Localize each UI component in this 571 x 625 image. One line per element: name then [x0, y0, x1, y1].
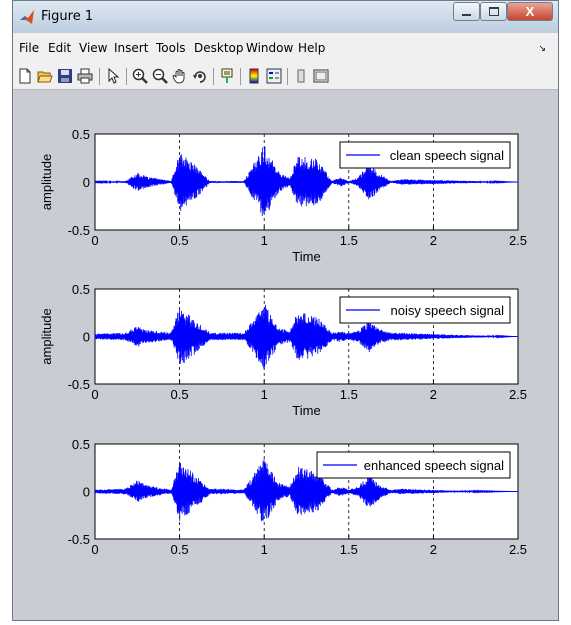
pointer-icon[interactable] [105, 68, 121, 84]
title-bar[interactable]: Figure 1 X [13, 1, 558, 33]
legend-icon[interactable] [266, 68, 282, 84]
maximize-button[interactable] [480, 2, 507, 21]
menu-insert[interactable]: Insert [114, 41, 149, 55]
y-tick-label: -0.5 [68, 223, 90, 238]
legend: noisy speech signal [339, 296, 511, 324]
menu-tools[interactable]: Tools [156, 41, 186, 55]
toolbar-separator [99, 68, 100, 85]
figure-canvas: 0 0.5 1 1.5 2 2.5 0.5 0 -0.5 Time amplitude clean s… [13, 90, 558, 620]
x-tick-label: 0 [91, 542, 98, 557]
save-icon[interactable] [57, 68, 73, 84]
print-icon[interactable] [77, 68, 93, 84]
toolbar-separator [126, 68, 127, 85]
menu-window[interactable]: Window [246, 41, 294, 55]
signal-series-line [94, 146, 519, 216]
x-tick-label: 2.5 [509, 387, 527, 402]
signal-series-line [94, 459, 518, 522]
figure-window: Figure 1 X File Edit View Insert Tools D… [12, 0, 559, 621]
x-axis-label: Time [292, 249, 320, 264]
menu-arrow-icon[interactable]: ↘ [538, 43, 546, 53]
x-tick-label: 2.5 [509, 542, 527, 557]
x-axis-label: Time [292, 403, 320, 418]
new-figure-icon[interactable] [17, 68, 33, 84]
zoom-out-icon[interactable] [152, 68, 168, 84]
x-tick-label: 0.5 [171, 233, 189, 248]
y-tick-label: 0 [83, 485, 90, 500]
x-tick-label: 0 [91, 387, 98, 402]
matlab-icon [20, 10, 34, 24]
x-tick-label: 1 [261, 542, 268, 557]
zoom-in-icon[interactable] [132, 68, 148, 84]
legend: enhanced speech signal [316, 451, 511, 479]
close-button[interactable]: X [507, 2, 553, 21]
window-title: Figure 1 [41, 9, 94, 24]
y-tick-label: 0 [83, 330, 90, 345]
menu-help[interactable]: Help [298, 41, 326, 55]
legend: clean speech signal [339, 141, 511, 169]
y-tick-label: -0.5 [68, 377, 90, 392]
menu-desktop[interactable]: Desktop [194, 41, 244, 55]
x-tick-label: 0 [91, 233, 98, 248]
y-tick-label: 0.5 [72, 437, 90, 452]
rotate-3d-icon[interactable] [192, 68, 208, 84]
y-axis-label: amplitude [39, 308, 54, 364]
y-tick-label: -0.5 [68, 532, 90, 547]
colorbar-icon[interactable] [246, 68, 262, 84]
x-tick-label: 0.5 [171, 387, 189, 402]
x-tick-label: 1.5 [340, 542, 358, 557]
x-tick-label: 1.5 [340, 233, 358, 248]
show-plot-tools-icon[interactable] [313, 68, 329, 84]
minimize-icon [462, 13, 471, 16]
x-tick-label: 2.5 [509, 233, 527, 248]
x-tick-label: 2 [430, 542, 437, 557]
menu-view[interactable]: View [79, 41, 108, 55]
menu-edit[interactable]: Edit [48, 41, 72, 55]
legend-label: noisy speech signal [391, 303, 505, 318]
x-tick-label: 2 [430, 233, 437, 248]
open-file-icon[interactable] [37, 68, 53, 84]
legend-label: enhanced speech signal [364, 458, 504, 473]
y-tick-label: 0 [83, 175, 90, 190]
signal-series-line [94, 304, 519, 370]
toolbar [13, 63, 558, 90]
pan-icon[interactable] [172, 68, 188, 84]
x-tick-label: 1 [261, 233, 268, 248]
y-axis-label: amplitude [39, 154, 54, 210]
maximize-icon [488, 7, 499, 16]
menu-bar: File Edit View Insert Tools Desktop Wind… [13, 33, 558, 63]
x-tick-label: 0.5 [171, 542, 189, 557]
hide-plot-tools-icon[interactable] [293, 68, 309, 84]
y-tick-label: 0.5 [72, 282, 90, 297]
close-icon: X [525, 4, 535, 19]
y-tick-label: 0.5 [72, 127, 90, 142]
x-tick-label: 1.5 [340, 387, 358, 402]
toolbar-separator [240, 68, 241, 85]
minimize-button[interactable] [453, 2, 480, 21]
x-tick-label: 2 [430, 387, 437, 402]
toolbar-separator [213, 68, 214, 85]
toolbar-separator [287, 68, 288, 85]
x-tick-label: 1 [261, 387, 268, 402]
legend-label: clean speech signal [390, 148, 504, 163]
data-cursor-icon[interactable] [219, 68, 235, 84]
menu-file[interactable]: File [19, 41, 40, 55]
